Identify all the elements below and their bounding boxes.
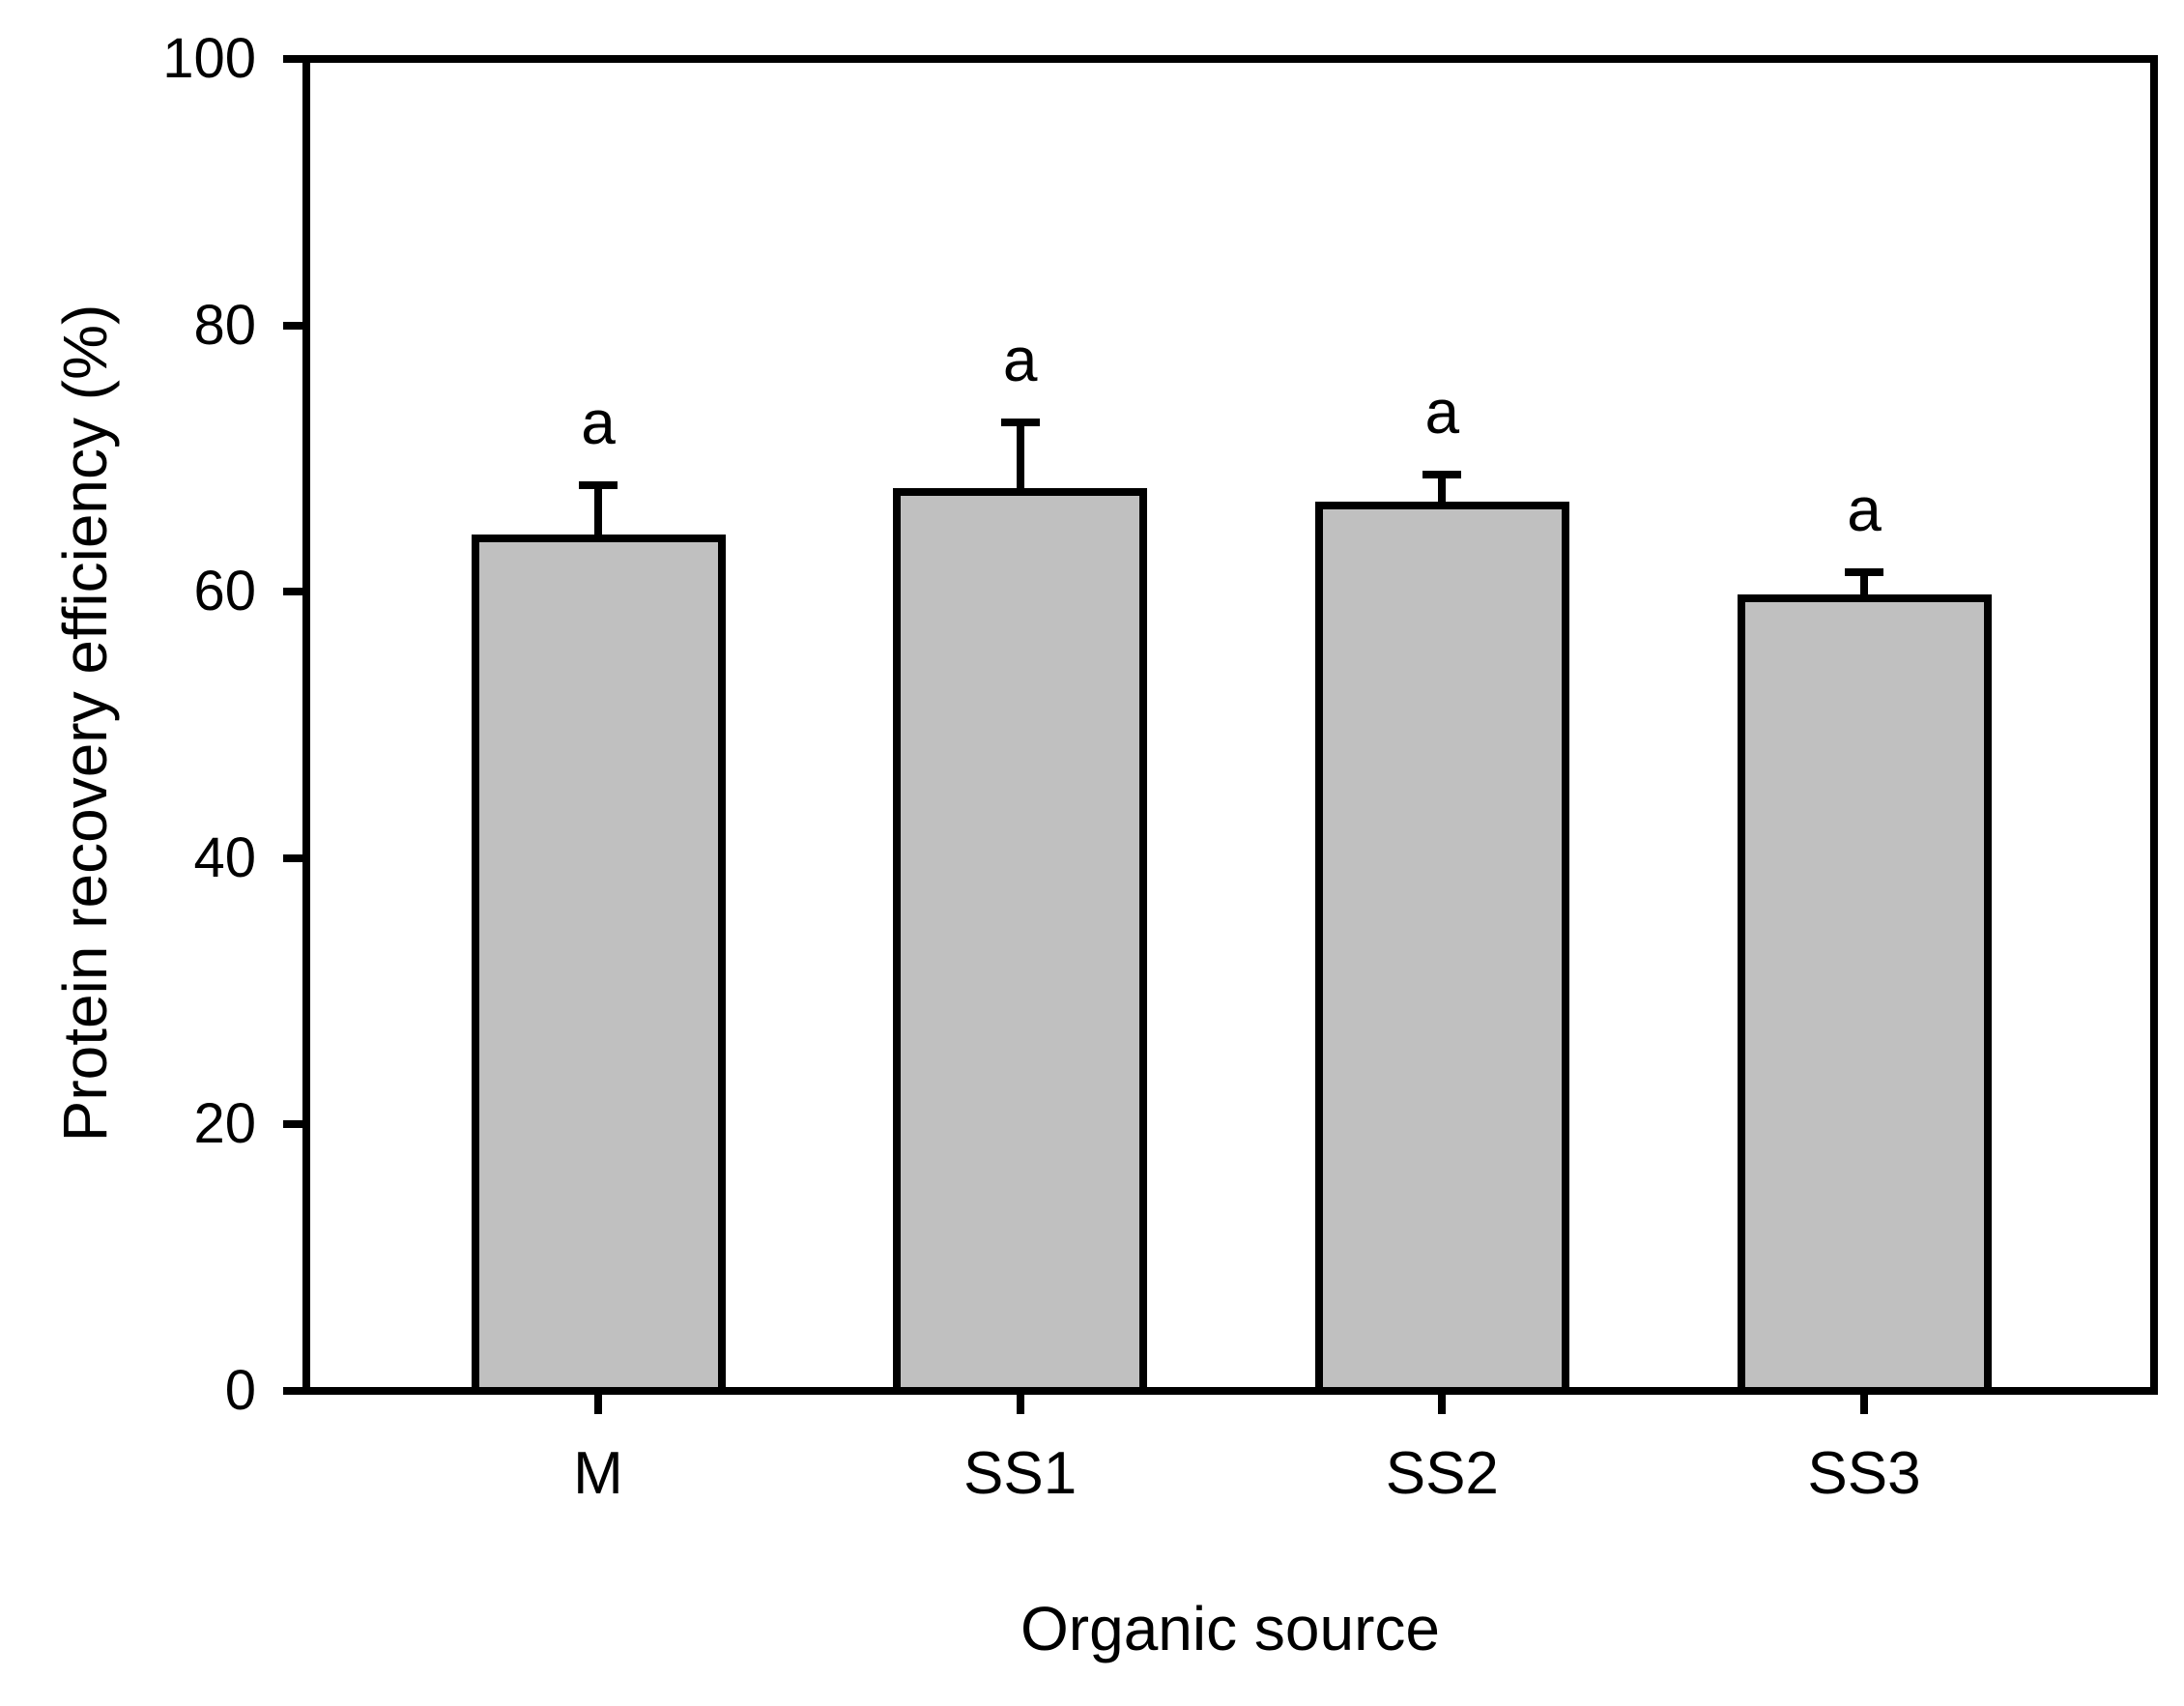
y-axis-tick [283, 55, 302, 63]
plot-area [302, 55, 2158, 1395]
error-bar-cap [1422, 470, 1462, 478]
bar [471, 535, 726, 1395]
y-tick-label: 80 [193, 293, 256, 357]
x-tick-label: SS2 [1385, 1440, 1499, 1507]
significance-label: a [1424, 376, 1460, 447]
error-bar-line [1860, 571, 1868, 603]
x-tick-label: M [573, 1440, 623, 1507]
bar [1314, 501, 1569, 1395]
error-bar-cap [1000, 419, 1040, 427]
x-axis-tick [594, 1395, 602, 1414]
bar [893, 487, 1148, 1395]
y-tick-label: 100 [162, 27, 256, 90]
significance-label: a [1847, 474, 1882, 544]
error-bar-cap [1845, 567, 1883, 576]
significance-label: a [581, 387, 616, 457]
x-axis-tick [1860, 1395, 1868, 1414]
y-axis-tick [283, 321, 302, 330]
y-axis-tick [283, 588, 302, 596]
error-bar-line [1016, 422, 1024, 496]
y-axis-tick [283, 1120, 302, 1129]
error-bar-line [594, 484, 602, 543]
x-axis-title: Organic source [1020, 1594, 1440, 1663]
y-tick-label: 20 [193, 1092, 256, 1156]
x-axis-tick [1016, 1395, 1024, 1414]
error-bar-cap [579, 480, 618, 489]
y-axis-tick [283, 1387, 302, 1395]
bar [1737, 594, 1992, 1395]
x-tick-label: SS1 [963, 1440, 1078, 1507]
x-axis-tick [1438, 1395, 1447, 1414]
y-tick-label: 40 [193, 825, 256, 889]
error-bar-line [1438, 474, 1447, 509]
y-tick-label: 60 [193, 560, 256, 623]
y-axis-tick [283, 853, 302, 862]
x-tick-label: SS3 [1807, 1440, 1921, 1507]
significance-label: a [1002, 325, 1038, 395]
y-tick-label: 0 [224, 1359, 256, 1422]
y-axis-title: Protein recovery efficiency (%) [50, 304, 120, 1142]
